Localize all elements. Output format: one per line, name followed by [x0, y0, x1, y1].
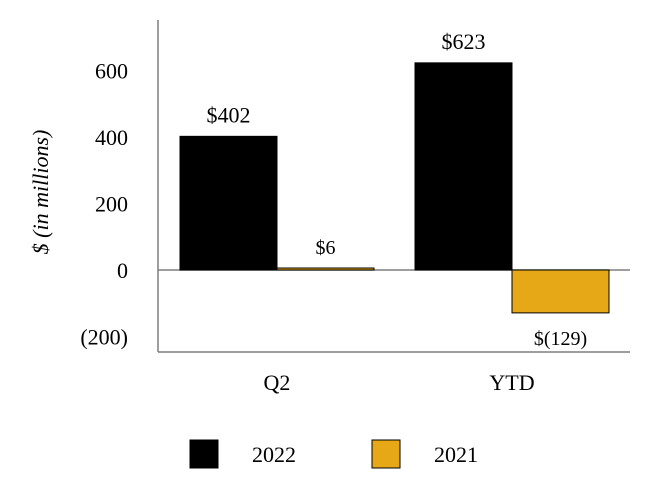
- y-tick-label: 400: [95, 125, 128, 150]
- legend-swatch-2022: [189, 439, 219, 469]
- bar-2022-Q2: [179, 135, 278, 271]
- data-label: $402: [207, 102, 251, 127]
- bars: [179, 62, 610, 314]
- bar-2022-YTD: [414, 62, 513, 271]
- data-label: $6: [316, 237, 336, 259]
- data-label: $623: [442, 29, 486, 54]
- bar-2021-YTD: [511, 269, 610, 314]
- x-category-label: YTD: [489, 370, 534, 395]
- x-category-label: Q2: [264, 370, 291, 395]
- legend: 2022 2021: [189, 439, 478, 469]
- bar-2021-Q2: [276, 267, 375, 271]
- legend-label: 2022: [252, 442, 296, 467]
- y-tick-label: 200: [95, 192, 128, 217]
- legend-swatch-2021: [371, 439, 401, 469]
- y-tick-label: 600: [95, 59, 128, 84]
- y-tick-label: (200): [80, 325, 128, 350]
- data-labels: $402 $6 $623 $(129): [207, 29, 588, 350]
- data-label: $(129): [534, 328, 587, 350]
- y-axis-label: $ (in millions): [28, 130, 53, 255]
- legend-label: 2021: [434, 442, 478, 467]
- y-tick-label: 0: [117, 258, 128, 283]
